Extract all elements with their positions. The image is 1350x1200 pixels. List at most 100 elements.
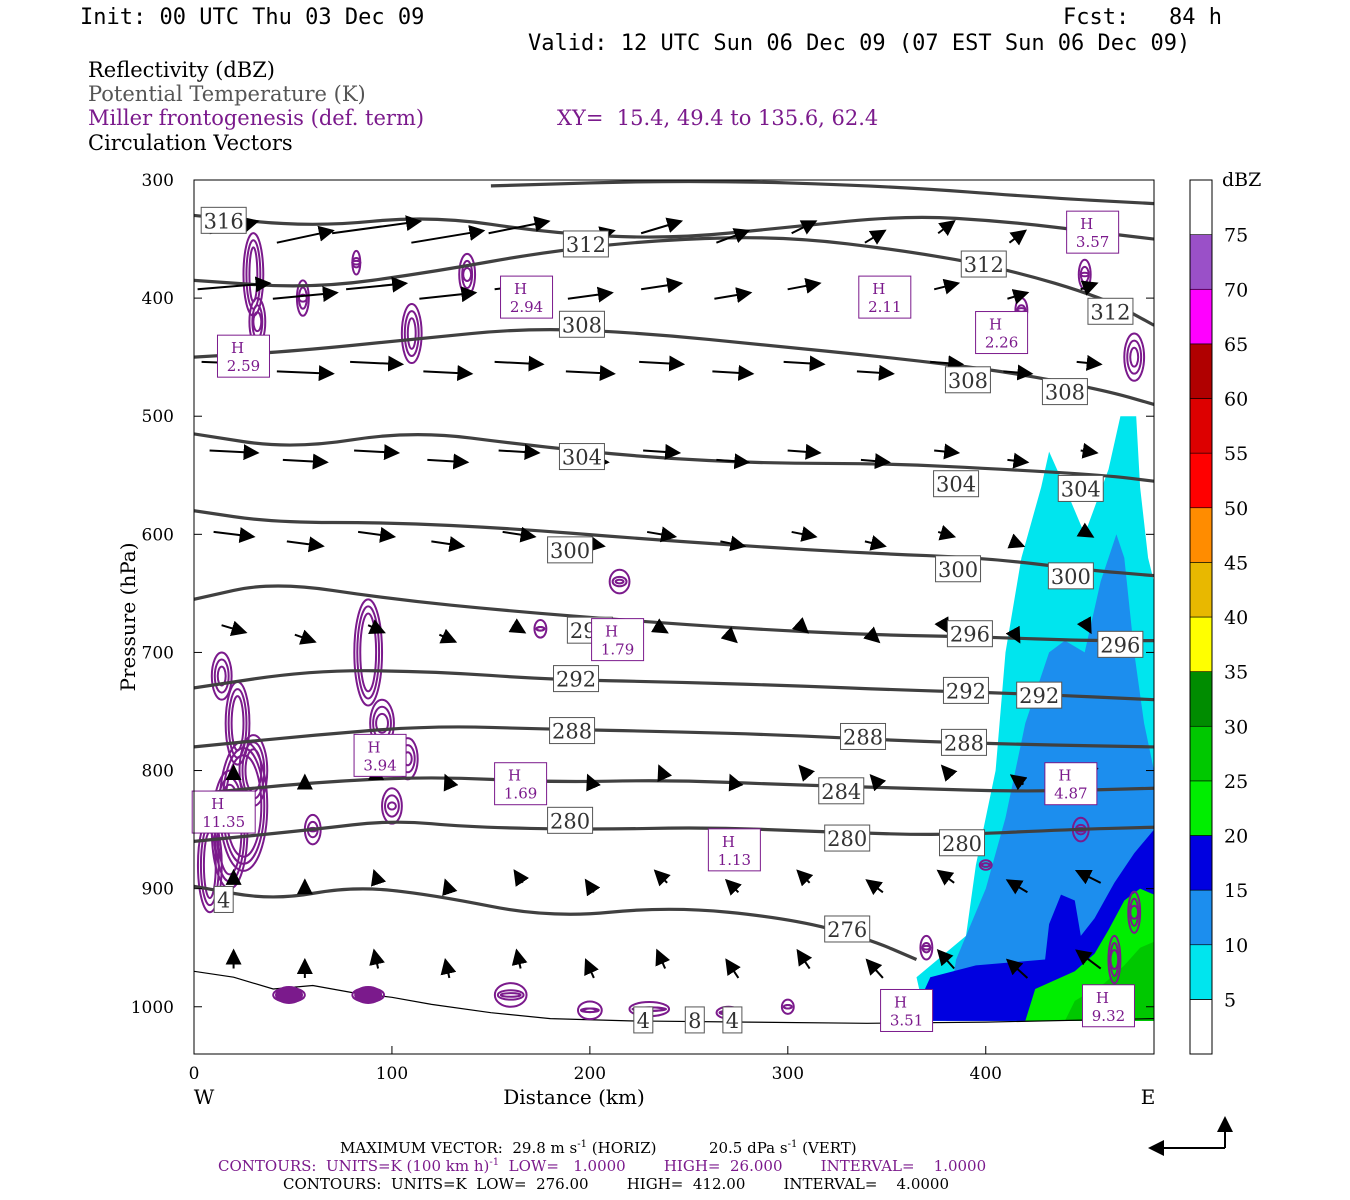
- contour-labels: 316 312 312 312 308 308 308 304 304 304 300 300 300 2…: [191, 206, 1144, 1034]
- frontogenesis-contour: [576, 1000, 603, 1021]
- theta-label: 304: [562, 446, 602, 470]
- high-label-h: H: [231, 339, 244, 357]
- circulation-vector: [646, 526, 678, 543]
- frontogenesis-contour: [462, 266, 473, 282]
- frontogenesis-contour: [1126, 339, 1143, 375]
- circulation-vector: [714, 287, 753, 303]
- theta-label-box: [946, 620, 993, 648]
- theta-label: 296: [950, 623, 990, 647]
- theta-label-box: [213, 885, 234, 913]
- circulation-vector: [1074, 869, 1102, 885]
- circulation-vector: [369, 948, 385, 969]
- frontogenesis-contour: [248, 246, 259, 303]
- circulation-vector: [1007, 533, 1026, 549]
- circulation-vector: [221, 620, 248, 637]
- circulation-vector: [443, 773, 459, 792]
- max-vector-line: MAXIMUM VECTOR: 29.8 m s-1 (HORIZ) 20.5 …: [340, 1139, 857, 1157]
- frontogenesis-contour: [351, 256, 362, 269]
- circulation-vector: [1076, 522, 1095, 538]
- frontogenesis-contour: [921, 944, 932, 951]
- high-label-h: H: [894, 993, 907, 1011]
- high-label-h: H: [368, 738, 381, 756]
- circulation-vector: [651, 618, 669, 634]
- theta-contour-info: CONTOURS: UNITS=K LOW= 276.00 HIGH= 412.…: [283, 1175, 949, 1193]
- fronto-contour-units: CONTOURS: UNITS=K (100 km h): [218, 1157, 490, 1175]
- high-label-box: [216, 334, 270, 378]
- frontogenesis-contour: [1123, 332, 1146, 382]
- legend-frontogenesis: Miller frontogenesis (def. term): [88, 106, 425, 130]
- x-tick-label: 0: [189, 1064, 200, 1084]
- theta-label-box: [818, 777, 865, 805]
- circulation-vector: [488, 216, 551, 235]
- high-label-value: 2.11: [868, 298, 901, 316]
- high-label-box: [880, 988, 934, 1032]
- colorbar-label: 30: [1224, 716, 1248, 738]
- theta-label: 284: [821, 780, 861, 804]
- theta-contour-284: [194, 776, 1154, 796]
- circulation-vector: [357, 526, 397, 543]
- theta-contour-316: [194, 213, 1154, 241]
- colorbar-cell: [1189, 835, 1213, 891]
- frontogenesis-contour: [1129, 346, 1140, 368]
- circulation-vector: [1009, 774, 1028, 791]
- theta-label: 300: [550, 539, 590, 563]
- high-label-h: H: [1096, 989, 1109, 1007]
- theta-label: 308: [1045, 381, 1085, 405]
- circulation-vector: [419, 286, 478, 303]
- colorbar-cell: [1189, 998, 1213, 1055]
- circulation-vector: [716, 453, 751, 470]
- legend-reflectivity: Reflectivity (dBZ): [88, 58, 276, 82]
- circulation-vector: [936, 949, 955, 970]
- theta-label: 292: [946, 679, 986, 703]
- frontogenesis-contour: [1129, 904, 1140, 920]
- legend-vectors: Circulation Vectors: [88, 131, 293, 155]
- circulation-vector: [936, 869, 955, 886]
- circulation-vector: [276, 365, 335, 382]
- circulation-vector: [440, 958, 457, 979]
- theta-label: 308: [948, 369, 988, 393]
- reference-vector-icon: [1148, 1116, 1233, 1156]
- circulation-vector: [865, 879, 884, 896]
- high-label-box: [591, 618, 645, 662]
- circulation-vector: [427, 453, 470, 470]
- frontogenesis-filled: [354, 985, 383, 1004]
- circulation-vector: [798, 764, 815, 782]
- theta-contour-320: [490, 180, 1154, 206]
- theta-label-box: [1041, 378, 1088, 406]
- theta-label-box: [722, 1006, 743, 1034]
- circulation-vector: [1005, 879, 1028, 895]
- init-time: Init: 00 UTC Thu 03 Dec 09: [80, 5, 425, 30]
- circulation-vector: [584, 878, 601, 897]
- frontogenesis-contour: [980, 862, 991, 868]
- horiz-exp: -1: [577, 1139, 587, 1150]
- colorbar-label: 15: [1224, 880, 1248, 902]
- frontogenesis-contour: [351, 249, 362, 276]
- high-label-h: H: [211, 795, 224, 813]
- theta-label: 288: [552, 720, 592, 744]
- colorbar-label: 10: [1224, 935, 1248, 957]
- circulation-vector: [783, 355, 826, 372]
- theta-label: 312: [1090, 300, 1130, 324]
- theta-label-box: [547, 536, 594, 564]
- frontogenesis-contour: [213, 658, 230, 694]
- east-label: E: [1141, 1085, 1156, 1109]
- y-tick-label: 300: [142, 171, 174, 191]
- theta-label: 4: [637, 1009, 650, 1033]
- frontogenesis-contour: [611, 575, 628, 588]
- colorbar-label: 5: [1224, 989, 1236, 1011]
- high-label-value: 1.13: [718, 851, 751, 869]
- frontogenesis-contour: [403, 310, 420, 357]
- circulation-vector: [282, 453, 329, 470]
- theta-label: 4: [726, 1009, 739, 1033]
- theta-label-box: [940, 728, 987, 756]
- high-label-box: [1044, 762, 1098, 806]
- theta-label-box: [558, 443, 605, 471]
- theta-label: 316: [204, 209, 244, 233]
- frontogenesis-contour: [227, 688, 248, 759]
- circulation-vector: [643, 443, 682, 460]
- circulation-vector: [1008, 229, 1028, 246]
- theta-label: 276: [827, 918, 867, 942]
- colorbar-cell: [1189, 234, 1213, 290]
- frontogenesis-contour: [1107, 934, 1122, 985]
- theta-label-box: [824, 915, 871, 943]
